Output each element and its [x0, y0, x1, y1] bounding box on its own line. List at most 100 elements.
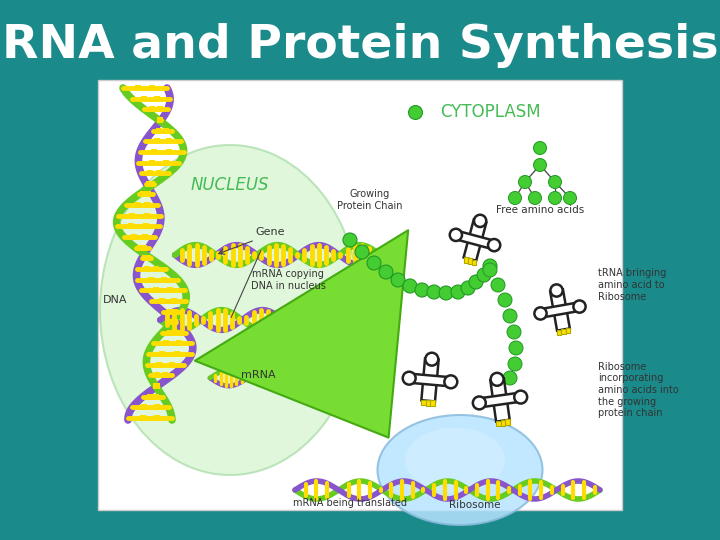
Text: Ribosome: Ribosome	[449, 500, 500, 510]
Polygon shape	[409, 374, 451, 386]
Circle shape	[551, 285, 563, 296]
Circle shape	[477, 268, 491, 282]
Circle shape	[509, 341, 523, 355]
Bar	[171, 319, 176, 325]
Text: mRNA copying
DNA in nucleus: mRNA copying DNA in nucleus	[251, 269, 325, 291]
Circle shape	[491, 278, 505, 292]
Bar	[153, 266, 159, 272]
Bar	[140, 192, 146, 198]
Bar	[142, 255, 148, 261]
Text: Gene: Gene	[255, 227, 284, 237]
Bar	[131, 234, 137, 240]
Bar	[148, 276, 153, 282]
Circle shape	[403, 279, 417, 293]
Bar	[464, 257, 468, 262]
Circle shape	[534, 141, 546, 154]
Circle shape	[508, 357, 522, 371]
Bar	[157, 106, 163, 112]
Bar	[472, 260, 476, 265]
Bar	[565, 328, 570, 333]
Circle shape	[367, 256, 381, 270]
Text: DNA: DNA	[103, 295, 127, 305]
Bar	[145, 255, 150, 261]
Polygon shape	[490, 379, 510, 422]
Circle shape	[507, 325, 521, 339]
Circle shape	[564, 192, 577, 205]
Circle shape	[450, 229, 462, 241]
Bar	[145, 202, 150, 208]
Bar	[156, 362, 162, 368]
Bar	[147, 394, 153, 400]
Polygon shape	[464, 219, 487, 261]
Bar	[154, 383, 160, 389]
Circle shape	[451, 285, 465, 299]
Bar	[161, 276, 167, 282]
Circle shape	[503, 371, 517, 385]
Text: Growing
Protein Chain: Growing Protein Chain	[337, 189, 402, 211]
Bar	[174, 351, 180, 357]
Circle shape	[518, 176, 531, 188]
Bar	[153, 394, 159, 400]
Text: mRNA: mRNA	[240, 370, 275, 380]
Bar	[176, 341, 182, 347]
Ellipse shape	[100, 145, 360, 475]
Circle shape	[426, 353, 438, 366]
Bar	[176, 330, 181, 336]
Bar	[557, 329, 562, 335]
Bar	[135, 85, 140, 91]
Polygon shape	[550, 289, 570, 330]
Circle shape	[503, 309, 517, 323]
Bar	[149, 159, 155, 166]
Circle shape	[379, 265, 393, 279]
Circle shape	[343, 233, 357, 247]
Bar	[496, 421, 500, 426]
Bar	[156, 117, 163, 123]
Bar	[154, 415, 161, 421]
Bar	[156, 170, 163, 176]
Circle shape	[573, 300, 585, 313]
Bar	[149, 85, 156, 91]
Bar	[163, 159, 168, 166]
Bar	[140, 415, 145, 421]
Circle shape	[490, 373, 503, 386]
Bar	[141, 96, 148, 102]
Bar	[143, 213, 150, 219]
Bar	[172, 308, 178, 315]
Circle shape	[461, 281, 475, 295]
Text: CYTOPLASM: CYTOPLASM	[440, 103, 540, 121]
Circle shape	[355, 245, 369, 259]
Polygon shape	[479, 393, 521, 407]
Bar	[128, 224, 135, 230]
Bar	[159, 298, 166, 304]
Bar	[421, 400, 426, 406]
Circle shape	[474, 215, 486, 227]
Bar	[168, 362, 175, 368]
Circle shape	[549, 176, 562, 188]
Bar	[431, 401, 435, 406]
Circle shape	[498, 293, 512, 307]
Bar	[153, 287, 159, 293]
Bar	[146, 181, 152, 187]
Circle shape	[514, 390, 527, 403]
Ellipse shape	[377, 415, 542, 525]
Bar	[154, 138, 160, 144]
Text: NUCLEUS: NUCLEUS	[191, 176, 269, 194]
Bar	[166, 138, 172, 144]
Bar	[166, 308, 172, 315]
Ellipse shape	[405, 428, 505, 492]
Bar	[159, 351, 166, 357]
Circle shape	[534, 159, 546, 172]
Bar	[151, 149, 158, 155]
Circle shape	[528, 192, 541, 205]
Circle shape	[439, 286, 453, 300]
Bar	[562, 329, 566, 334]
Bar	[167, 330, 174, 336]
Text: RNA and Protein Synthesis: RNA and Protein Synthesis	[1, 23, 719, 68]
Bar	[166, 149, 172, 155]
Circle shape	[469, 275, 483, 289]
Bar	[163, 341, 169, 347]
Bar	[426, 400, 431, 406]
Circle shape	[473, 396, 486, 409]
Bar	[158, 117, 163, 123]
Circle shape	[415, 283, 429, 297]
